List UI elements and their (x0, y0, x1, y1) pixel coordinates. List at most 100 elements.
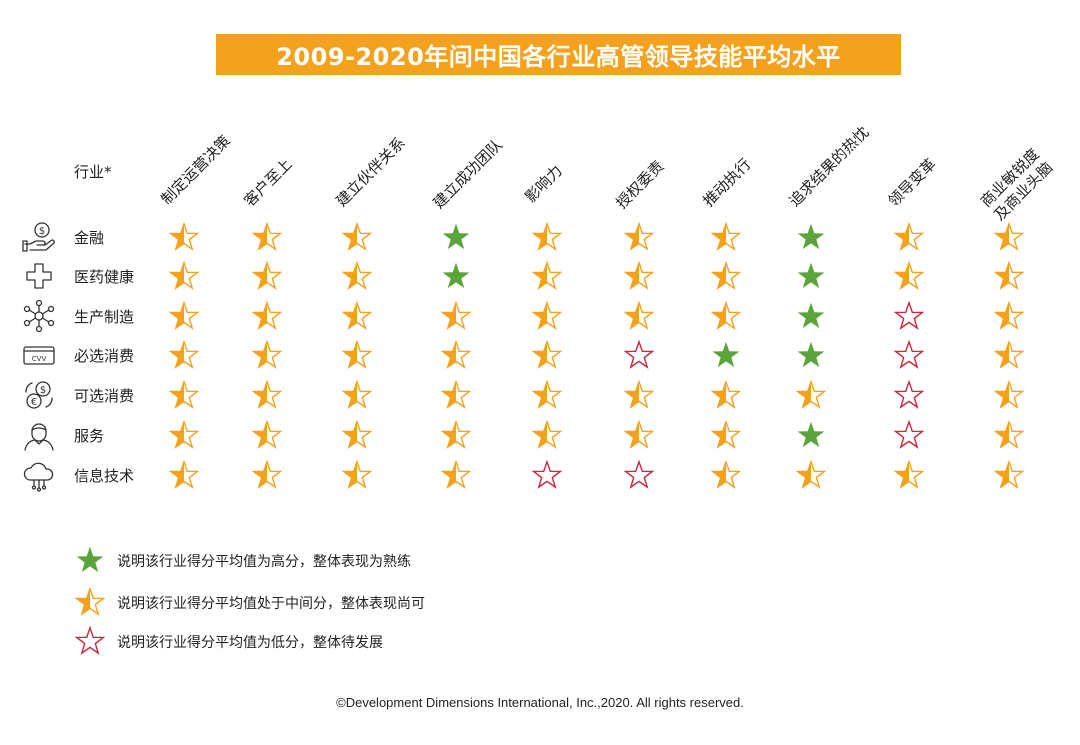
medium-star-icon (440, 379, 472, 409)
rating-star-high (796, 261, 826, 291)
rating-star-medium (531, 300, 563, 331)
rating-star-medium (251, 221, 283, 252)
legend-text: 说明该行业得分平均值为高分，整体表现为熟练 (117, 554, 411, 570)
medium-star-icon (341, 419, 373, 449)
high-star-icon (797, 341, 825, 368)
title-banner: 2009-2020年间中国各行业高管领导技能平均水平 (216, 34, 901, 75)
column-header: 商业敏锐度 及商业头脑 (977, 145, 1057, 225)
column-header: 追求结果的热忱 (785, 123, 873, 211)
medium-star-icon (993, 260, 1025, 290)
rating-star-high (441, 261, 471, 291)
low-star-icon (623, 339, 655, 369)
high-star-icon (442, 223, 470, 250)
medium-star-icon (168, 459, 200, 489)
rating-star-medium (993, 221, 1025, 252)
medium-star-icon (251, 260, 283, 290)
rating-star-medium (168, 459, 200, 490)
legend-text: 说明该行业得分平均值处于中间分，整体表现尚可 (117, 596, 425, 612)
low-star-icon (893, 339, 925, 369)
medium-star-icon (251, 419, 283, 449)
rating-star-medium (251, 300, 283, 331)
medium-star-icon (341, 300, 373, 330)
medium-star-icon (251, 379, 283, 409)
medium-star-icon (993, 379, 1025, 409)
high-star-icon (797, 262, 825, 289)
medium-star-icon (531, 339, 563, 369)
medium-star-icon (710, 260, 742, 290)
service-person-icon (22, 418, 56, 452)
rating-star-medium (168, 221, 200, 252)
network-nodes-icon (22, 299, 56, 333)
column-header: 影响力 (521, 161, 566, 207)
industry-label: 必选消费 (74, 347, 135, 365)
rating-star-medium (710, 419, 742, 450)
low-star-icon (893, 379, 925, 409)
rating-star-medium (623, 419, 655, 450)
rating-star-medium (893, 260, 925, 291)
rating-star-high (796, 420, 826, 450)
high-star-icon (712, 341, 740, 368)
medium-star-icon (893, 260, 925, 290)
rating-star-low (893, 419, 925, 450)
medium-star-icon (251, 339, 283, 369)
rating-star-medium (531, 221, 563, 252)
rating-star-medium (710, 300, 742, 331)
medium-star-icon (623, 379, 655, 409)
medium-star-icon (710, 419, 742, 449)
rating-star-medium (993, 339, 1025, 370)
industry-label: 金融 (74, 229, 105, 247)
rating-star-low (531, 459, 563, 490)
rating-star-medium (710, 260, 742, 291)
rating-star-medium (531, 339, 563, 370)
svg-text:$: $ (40, 385, 46, 396)
rating-star-medium (341, 459, 373, 490)
medical-cross-icon (22, 259, 56, 293)
medium-star-icon (531, 221, 563, 251)
rating-star-medium (341, 300, 373, 331)
medium-star-icon (531, 260, 563, 290)
rating-star-medium (623, 300, 655, 331)
column-header: 客户至上 (240, 154, 296, 211)
medium-star-icon (168, 221, 200, 251)
medium-star-icon (993, 221, 1025, 251)
credit-card-cvv-icon: CVV (22, 338, 56, 372)
medium-star-icon (168, 379, 200, 409)
industry-label: 医药健康 (74, 268, 135, 286)
medium-star-icon (993, 419, 1025, 449)
rating-star-medium (168, 300, 200, 331)
currency-exchange-icon: $ € (22, 378, 56, 412)
rating-star-medium (341, 379, 373, 410)
rating-star-medium (993, 260, 1025, 291)
column-header: 授权委责 (612, 156, 668, 213)
copyright-notice: ©Development Dimensions International, I… (336, 695, 744, 710)
rating-star-medium (710, 379, 742, 410)
medium-star-icon (168, 419, 200, 449)
medium-star-icon (440, 419, 472, 449)
industry-label: 信息技术 (74, 467, 135, 485)
industry-label: 服务 (74, 427, 105, 445)
rating-star-medium (993, 459, 1025, 490)
medium-star-icon (168, 300, 200, 330)
medium-star-icon (341, 459, 373, 489)
rating-star-high (796, 301, 826, 331)
rating-star-medium (341, 339, 373, 370)
rating-star-high (441, 222, 471, 252)
rating-star-medium (251, 339, 283, 370)
medium-star-icon (531, 419, 563, 449)
rating-star-medium (341, 260, 373, 291)
rating-star-medium (795, 459, 827, 490)
high-star-icon (76, 546, 104, 573)
medium-star-icon (893, 221, 925, 251)
industry-label: 可选消费 (74, 387, 135, 405)
medium-star-icon (993, 459, 1025, 489)
medium-star-icon (440, 339, 472, 369)
medium-star-icon (993, 339, 1025, 369)
medium-star-icon (251, 300, 283, 330)
rating-star-medium (440, 459, 472, 490)
rating-star-low (623, 339, 655, 370)
svg-text:CVV: CVV (32, 355, 47, 363)
medium-star-icon (251, 221, 283, 251)
high-star-icon (797, 421, 825, 448)
medium-star-icon (341, 260, 373, 290)
medium-star-icon (623, 419, 655, 449)
